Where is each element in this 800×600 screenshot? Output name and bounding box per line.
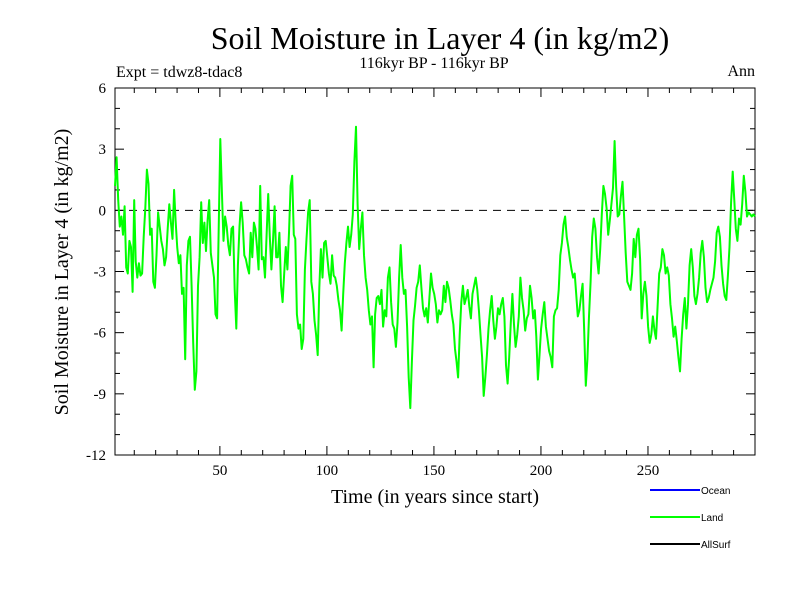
legend-label-land: Land — [701, 513, 723, 524]
legend: Ocean Land AllSurf — [650, 486, 731, 551]
y-tick-label: -12 — [86, 448, 106, 464]
y-tick-label: 6 — [99, 81, 107, 97]
chart-title: Soil Moisture in Layer 4 (in kg/m2) — [211, 20, 670, 56]
series-line-land — [114, 125, 756, 410]
x-tick-label: 200 — [530, 463, 553, 479]
x-tick-label: 150 — [423, 463, 446, 479]
x-tick-label: 250 — [637, 463, 660, 479]
legend-label-ocean: Ocean — [701, 486, 730, 497]
x-tick-label: 50 — [212, 463, 227, 479]
y-tick-label: -9 — [94, 387, 107, 403]
legend-label-allsurf: AllSurf — [701, 540, 731, 551]
y-tick-label: -3 — [94, 265, 107, 281]
y-axis-label: Soil Moisture in Layer 4 (in kg/m2) — [51, 129, 73, 416]
x-axis: 50 100 150 200 250 — [133, 88, 756, 479]
series-layer — [114, 125, 756, 410]
y-tick-label: 0 — [99, 203, 107, 219]
y-tick-label: 3 — [99, 142, 107, 158]
y-axis: -12 -9 -6 -3 0 3 6 — [86, 81, 755, 464]
season-label: Ann — [727, 63, 755, 80]
x-axis-label: Time (in years since start) — [331, 486, 539, 508]
chart-subtitle: 116kyr BP - 116kyr BP — [359, 55, 508, 72]
expt-label: Expt = tdwz8-tdac8 — [116, 64, 242, 81]
y-tick-label: -6 — [94, 326, 107, 342]
x-tick-label: 100 — [316, 463, 339, 479]
